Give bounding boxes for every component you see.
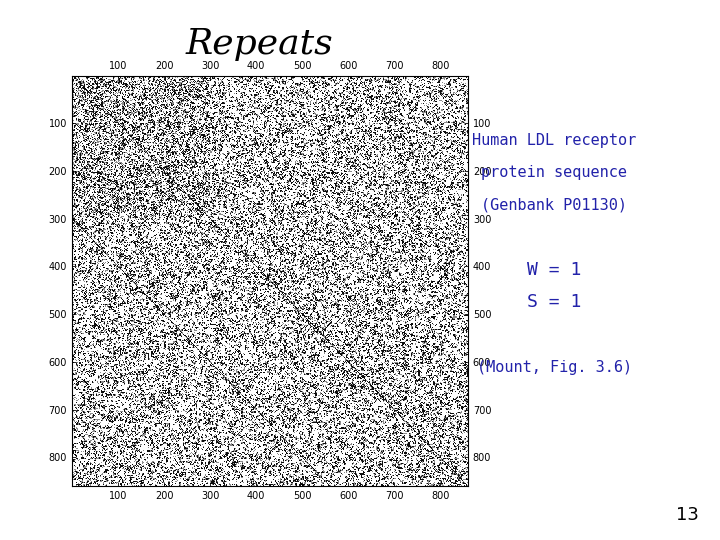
Text: W = 1: W = 1: [527, 261, 582, 279]
Text: S = 1: S = 1: [527, 293, 582, 312]
Text: 13: 13: [675, 506, 698, 524]
Text: Repeats: Repeats: [185, 27, 333, 61]
Text: Human LDL receptor: Human LDL receptor: [472, 133, 636, 148]
Text: protein sequence: protein sequence: [482, 165, 627, 180]
Text: (Mount, Fig. 3.6): (Mount, Fig. 3.6): [477, 360, 632, 375]
Text: (Genbank P01130): (Genbank P01130): [482, 198, 627, 213]
